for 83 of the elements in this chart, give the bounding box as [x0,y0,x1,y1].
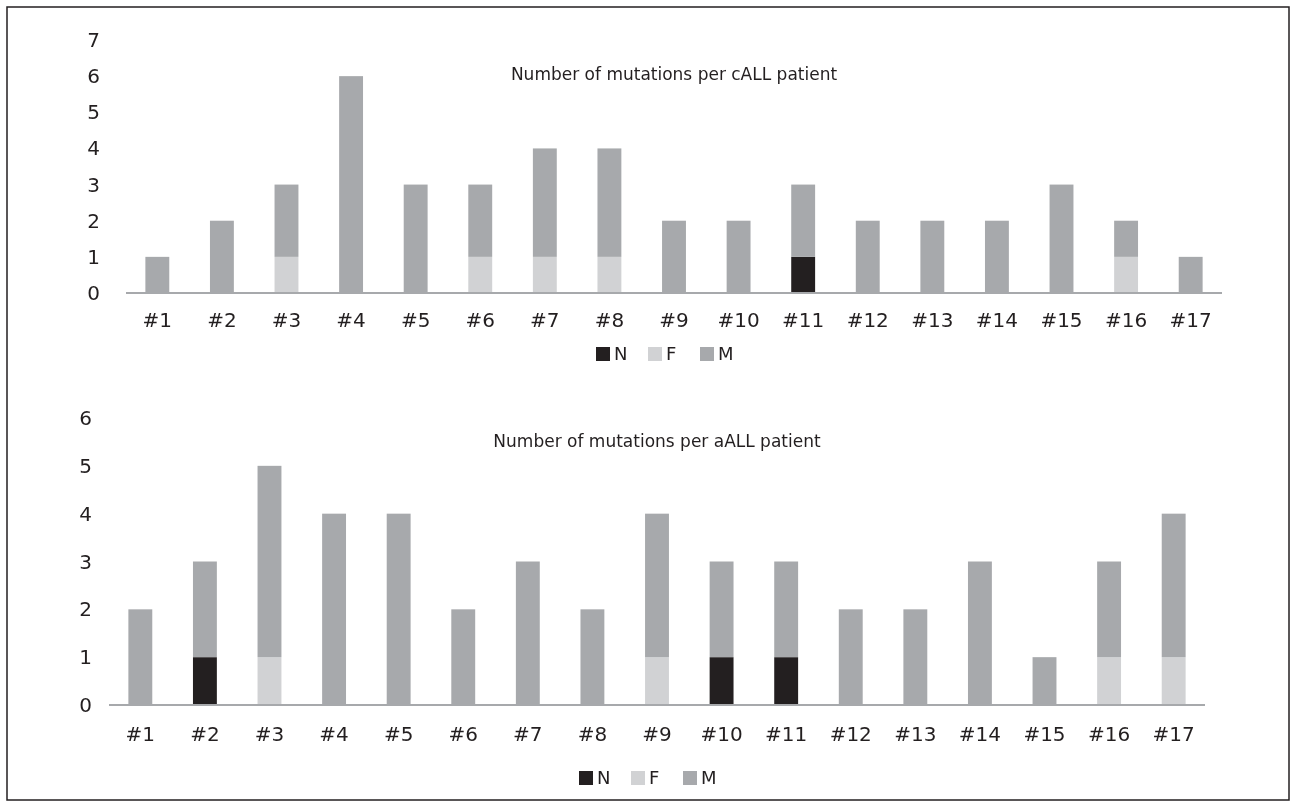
y-tick-label: 1 [79,645,92,670]
x-tick-label: #16 [1104,308,1148,332]
y-tick-label: 7 [87,28,100,52]
x-tick-label: #1 [142,308,173,332]
bar [192,561,217,658]
x-tick-label: #9 [659,308,689,332]
bar [597,148,622,257]
legend-label: M [701,767,717,788]
x-tick-label: #1 [125,722,156,746]
x-tick-label: #9 [642,722,672,746]
x-tick-label: #6 [465,308,495,332]
bar [709,561,734,658]
bar [1097,561,1122,658]
x-tick-label: #13 [894,722,937,746]
x-tick-label: #14 [958,722,1002,746]
x-tick-label: #2 [190,722,220,746]
y-tick-label: 6 [79,406,92,430]
x-tick-label: #13 [911,308,954,332]
x-tick-label: #12 [829,722,872,746]
x-tick-label: #3 [271,308,302,332]
bar [1097,657,1122,705]
x-tick-label: #8 [594,308,625,332]
bar [1161,513,1186,658]
legend-label: M [718,343,734,364]
x-tick-label: #8 [577,722,608,746]
bar [774,561,799,658]
bar [597,256,622,293]
x-tick-label: #5 [383,722,414,746]
x-tick-label: #7 [530,308,560,332]
bar [257,657,282,705]
text: Number of mutations per cALL patient [510,64,838,84]
y-tick-label: 3 [87,172,100,197]
y-tick-label: 5 [79,453,92,478]
bar [791,184,816,257]
bar [709,657,734,705]
y-tick-label: 4 [87,136,100,161]
bar [791,256,816,293]
bar [274,184,299,257]
x-tick-label: #15 [1023,722,1066,746]
y-tick-label: 1 [87,244,100,269]
x-tick-label: #10 [700,722,743,746]
bar [257,465,282,658]
x-tick-label: #14 [975,308,1019,332]
bar [468,256,493,293]
bar [1161,657,1186,705]
x-tick-label: #7 [513,722,543,746]
legend-label: N [614,343,628,364]
x-tick-label: #4 [319,722,349,746]
legend-label: F [649,767,660,788]
x-tick-label: #3 [254,722,285,746]
bar [645,657,669,705]
text: Number of mutations per aALL patient [493,431,821,451]
x-tick-label: #2 [207,308,237,332]
y-tick-label: 0 [87,281,100,305]
x-tick-label: #12 [846,308,889,332]
x-tick-label: #17 [1169,308,1212,332]
y-tick-label: 6 [87,64,100,89]
legend-label: N [597,767,611,788]
bar [532,148,557,257]
bar [774,657,799,705]
y-tick-label: 0 [79,693,92,717]
bar [1114,220,1139,257]
x-tick-label: #17 [1152,722,1195,746]
x-tick-label: #5 [400,308,431,332]
legend-label: F [666,343,677,364]
bar [1114,256,1139,293]
x-tick-label: #11 [782,308,825,332]
y-tick-label: 3 [79,549,92,574]
x-tick-label: #4 [336,308,366,332]
y-tick-label: 2 [87,208,100,233]
y-tick-label: 4 [79,501,92,526]
x-tick-label: #11 [765,722,808,746]
bar [192,657,217,705]
bar [532,256,557,293]
x-tick-label: #10 [717,308,760,332]
x-tick-label: #15 [1040,308,1083,332]
bar [274,256,299,293]
bar [645,513,669,658]
x-tick-label: #16 [1087,722,1131,746]
x-tick-label: #6 [448,722,478,746]
y-tick-label: 2 [79,597,92,622]
y-tick-label: 5 [87,100,100,125]
bar [468,184,493,257]
